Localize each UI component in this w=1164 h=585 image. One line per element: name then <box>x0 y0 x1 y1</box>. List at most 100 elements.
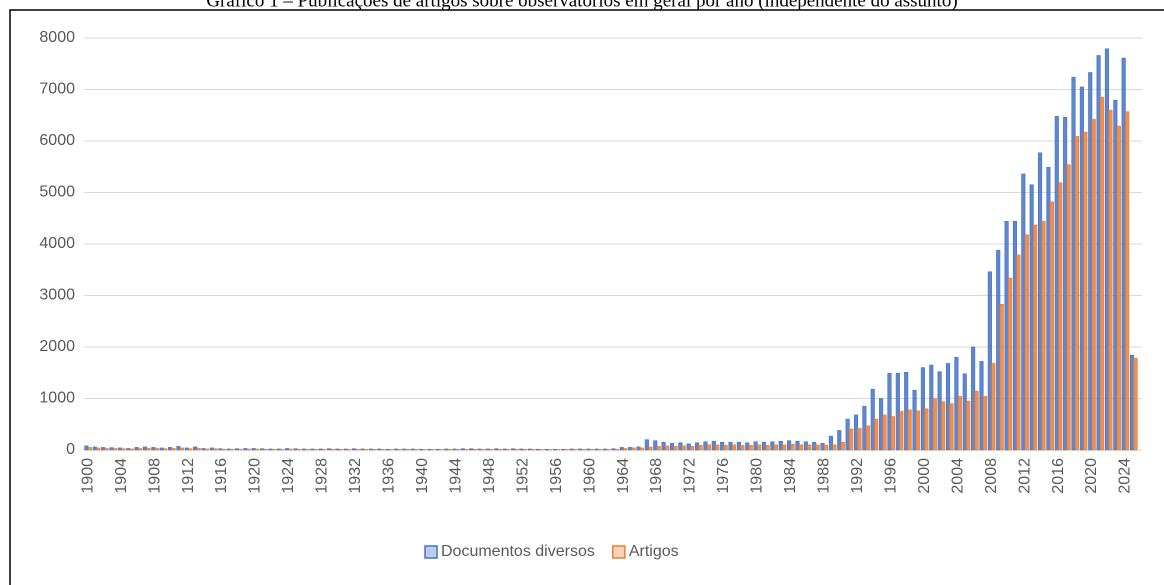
bar <box>669 443 675 451</box>
bar <box>782 444 787 451</box>
bar <box>397 449 402 451</box>
bar <box>1021 173 1026 451</box>
bar <box>581 449 586 451</box>
bar <box>276 448 281 451</box>
bar <box>740 445 745 451</box>
bar <box>757 444 762 451</box>
bar <box>243 448 248 451</box>
bar <box>514 448 519 451</box>
bar <box>862 405 867 451</box>
chart-title: Gráfico 1 – Publicações de artigos sobre… <box>206 0 957 11</box>
legend-swatch <box>424 545 438 559</box>
bar <box>899 411 904 451</box>
bar <box>698 445 703 451</box>
bar <box>117 447 122 451</box>
bar <box>193 446 198 451</box>
bar <box>941 401 946 451</box>
bar <box>271 449 277 451</box>
bar <box>929 364 934 451</box>
bar <box>1012 221 1018 451</box>
bar <box>280 449 285 451</box>
bar <box>469 448 474 451</box>
bar <box>1058 182 1063 451</box>
bar <box>949 403 954 451</box>
bar <box>506 449 511 451</box>
legend-label: Documentos diversos <box>441 543 595 560</box>
bar <box>745 442 750 451</box>
bar <box>414 449 419 451</box>
bar <box>335 448 340 451</box>
bar <box>895 372 900 451</box>
bar <box>142 446 148 451</box>
bar <box>770 441 775 451</box>
bar <box>251 448 256 451</box>
x-tick-label: 2020 <box>1083 458 1100 494</box>
bar <box>536 448 541 451</box>
bar <box>427 448 432 451</box>
bar <box>372 449 377 451</box>
bar <box>966 400 971 451</box>
bar <box>564 449 569 451</box>
bar <box>146 447 151 451</box>
bar <box>171 448 176 451</box>
bar <box>439 449 444 451</box>
x-tick-label: 1988 <box>816 458 833 494</box>
bar <box>368 448 373 451</box>
bar <box>920 367 925 451</box>
bar <box>773 444 778 451</box>
x-tick-label: 1908 <box>146 458 163 494</box>
bar <box>628 447 633 451</box>
bar <box>126 448 131 451</box>
bar <box>795 440 800 451</box>
bar <box>690 446 695 451</box>
bar <box>226 448 231 451</box>
x-tick-label: 1996 <box>882 458 899 494</box>
bar <box>268 448 273 451</box>
bar <box>510 448 516 451</box>
bar <box>1033 224 1038 451</box>
x-tick-label: 1956 <box>548 458 565 494</box>
bar <box>188 448 193 451</box>
bar <box>447 449 452 451</box>
bar <box>1004 221 1009 451</box>
bar <box>957 396 962 451</box>
bar <box>352 448 357 451</box>
bar <box>497 448 502 451</box>
bar <box>1024 234 1029 451</box>
bar <box>561 448 566 451</box>
bar <box>1083 131 1088 451</box>
bar <box>96 447 101 451</box>
bar <box>163 448 168 451</box>
x-tick-label: 2024 <box>1117 458 1134 494</box>
bar <box>832 444 837 451</box>
bar <box>589 449 594 451</box>
bar <box>1008 277 1013 451</box>
bar <box>547 449 553 451</box>
bar <box>681 445 686 451</box>
bar <box>1100 96 1105 451</box>
bar <box>656 446 661 451</box>
bar <box>455 449 461 451</box>
bar <box>971 346 976 451</box>
bar <box>405 449 410 451</box>
bar <box>310 448 315 451</box>
bar <box>489 449 494 451</box>
bar <box>982 396 988 451</box>
bar <box>393 448 398 451</box>
bar <box>653 440 658 451</box>
bar <box>519 448 524 451</box>
bar <box>460 448 465 451</box>
bar <box>363 449 369 451</box>
x-tick-label: 1972 <box>682 458 699 494</box>
bar <box>840 441 845 451</box>
bar <box>870 388 875 451</box>
bar <box>168 447 173 451</box>
bar <box>326 448 332 451</box>
bar <box>176 446 181 451</box>
bar <box>377 448 382 451</box>
bar <box>937 371 942 451</box>
bar <box>904 371 909 451</box>
bar <box>639 447 645 451</box>
bar <box>761 441 767 451</box>
bar <box>260 448 265 451</box>
